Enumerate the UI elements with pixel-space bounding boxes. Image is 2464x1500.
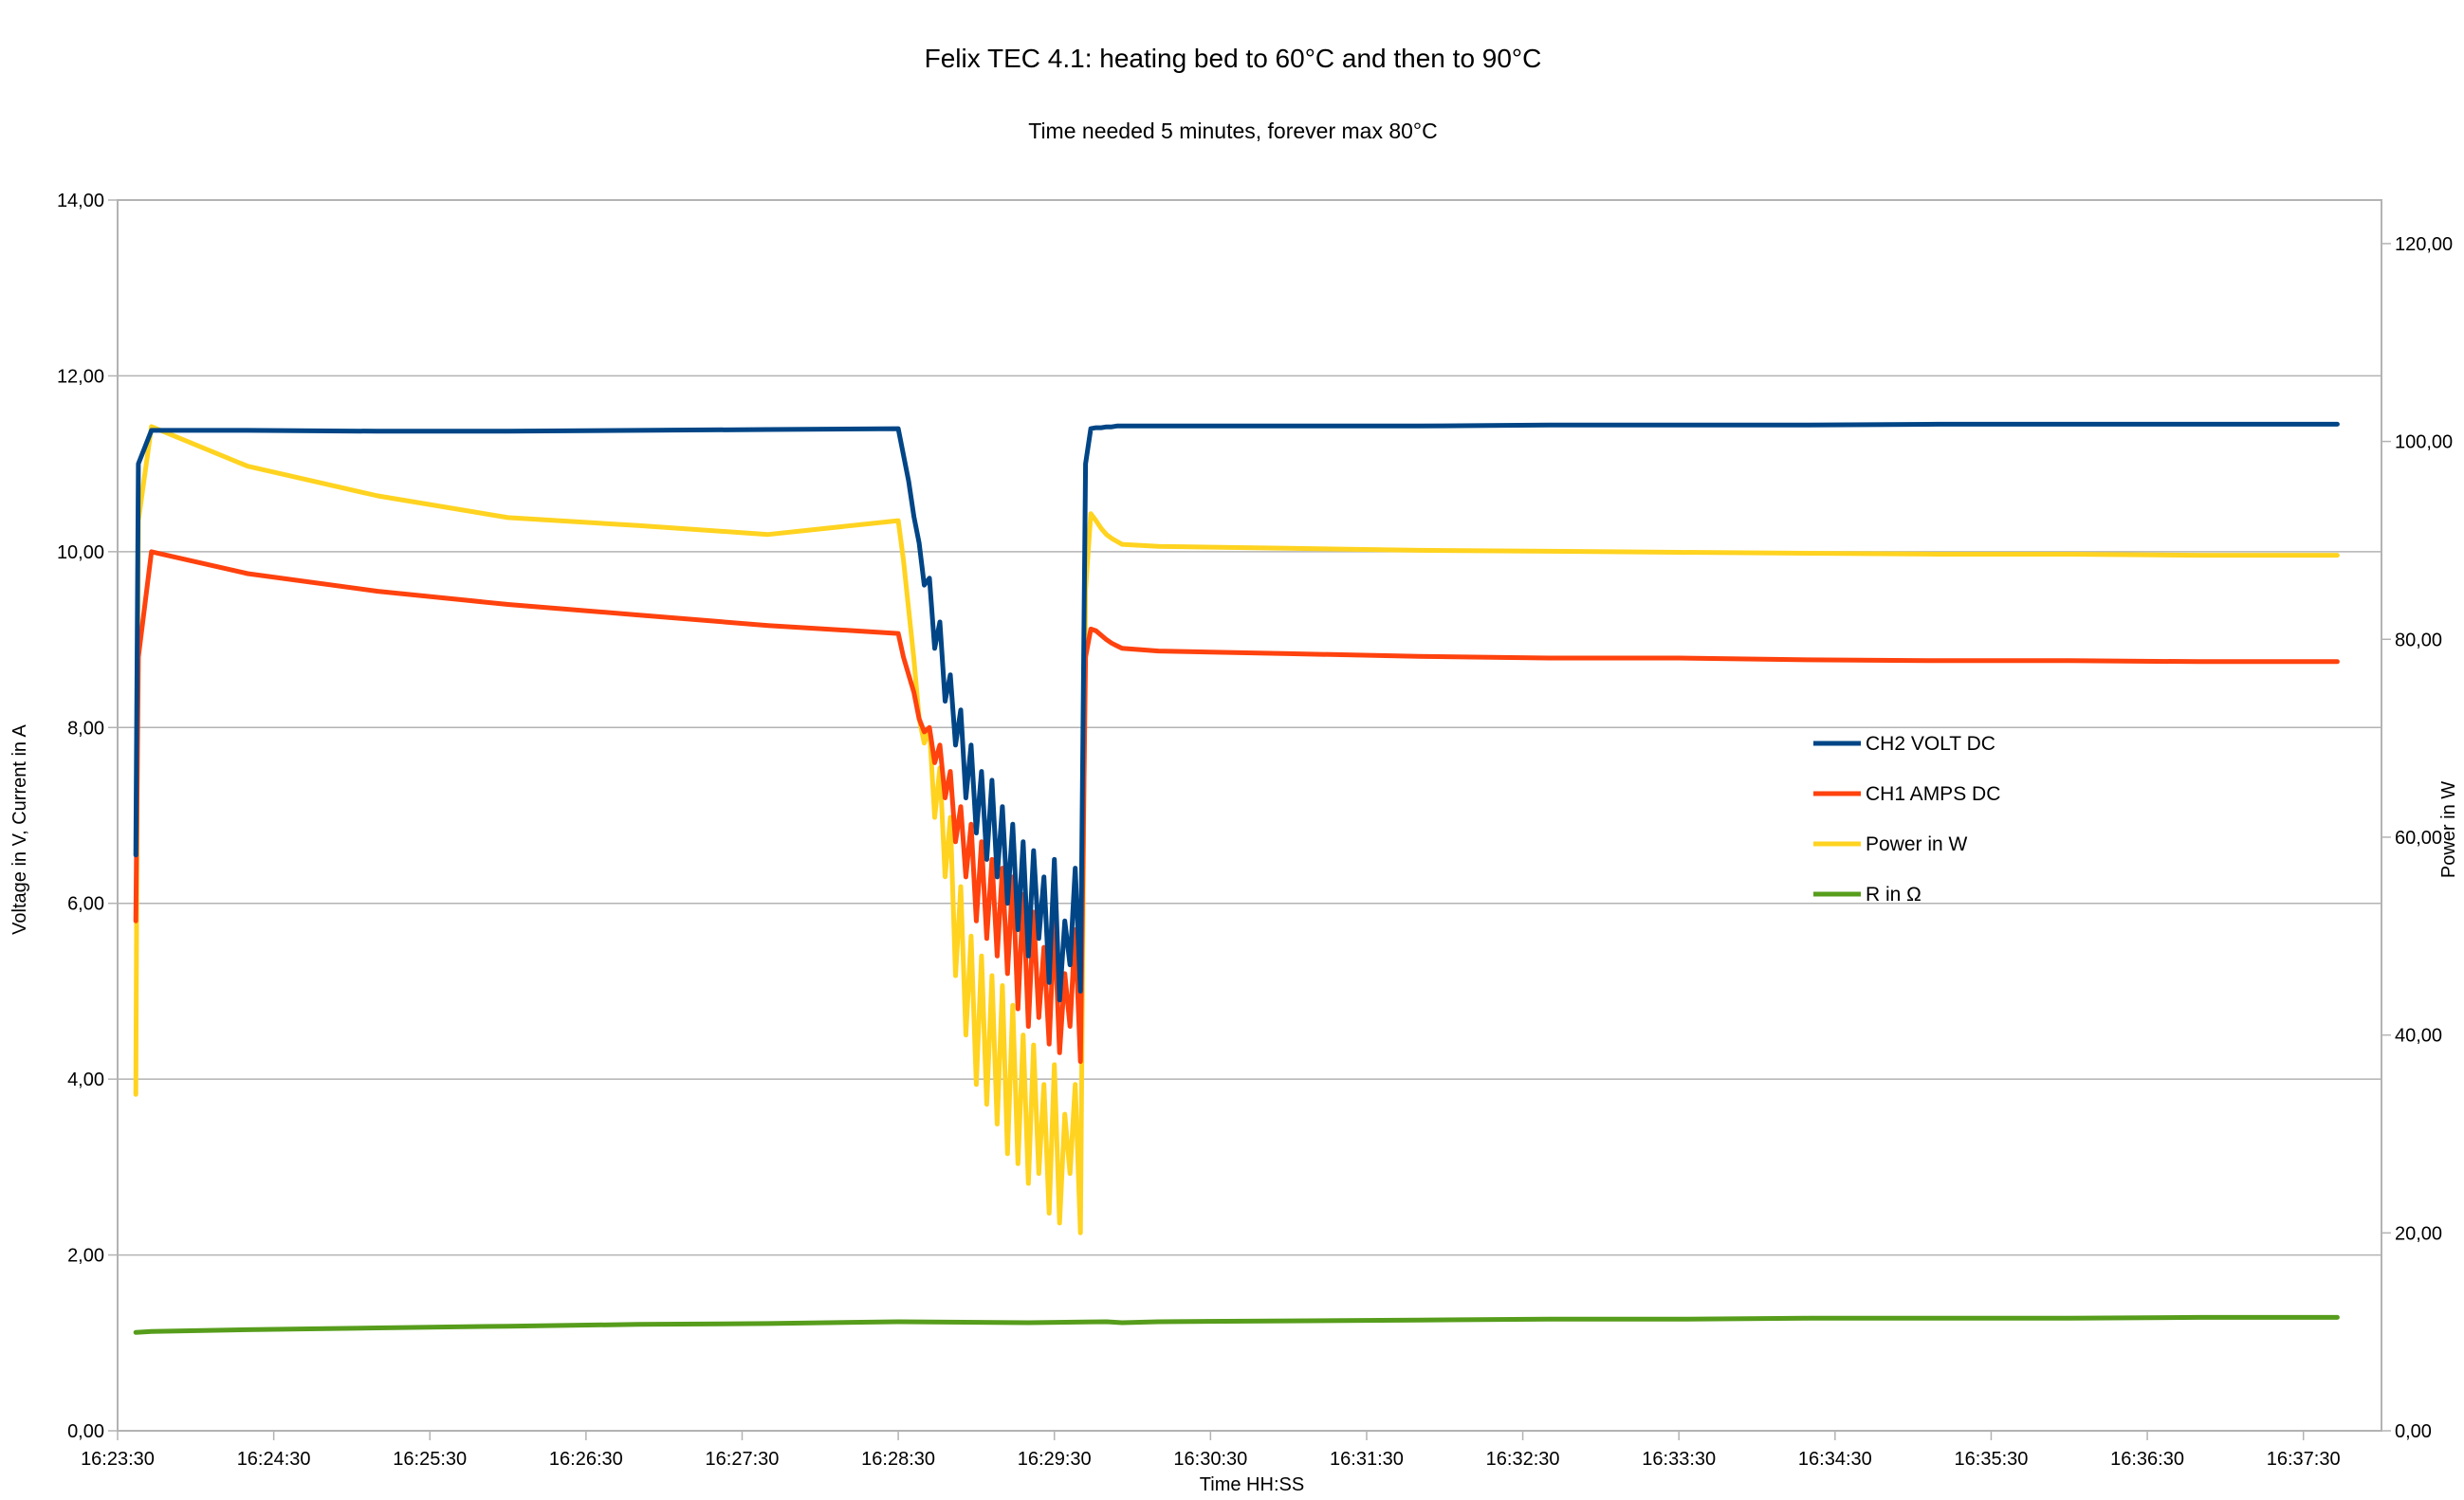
y-right-tick-label: 80,00 <box>2395 630 2442 650</box>
x-tick-label: 16:25:30 <box>393 1449 467 1470</box>
x-tick-label: 16:31:30 <box>1330 1449 1404 1470</box>
legend-label: CH2 VOLT DC <box>1866 733 1995 755</box>
series-line-3 <box>133 1314 2340 1335</box>
series-line-0 <box>133 421 2340 1003</box>
legend-label: CH1 AMPS DC <box>1866 783 2000 805</box>
plot-area <box>117 199 2382 1432</box>
x-tick-label: 16:30:30 <box>1173 1449 1247 1470</box>
y-left-tick-label: 8,00 <box>67 718 104 739</box>
chart-title: Felix TEC 4.1: heating bed to 60°C and t… <box>925 44 1542 73</box>
y-axis-right-title: Power in W <box>2438 781 2459 878</box>
axes: 0,00 2,00 4,00 6,00 8,00 10,00 12,00 14,00 0,00 2… <box>57 191 2453 1470</box>
legend-label: Power in W <box>1866 833 1968 855</box>
y-left-tick-label: 0,00 <box>67 1421 104 1442</box>
chart-subtitle: Time needed 5 minutes, forever max 80°C <box>1028 119 1438 143</box>
y-right-tick-label: 60,00 <box>2395 828 2442 849</box>
x-tick-label: 16:24:30 <box>237 1449 311 1470</box>
series-group <box>133 421 2340 1335</box>
x-tick-label: 16:23:30 <box>81 1449 155 1470</box>
x-tick-label: 16:33:30 <box>1642 1449 1716 1470</box>
y-left-tick-label: 2,00 <box>67 1246 104 1267</box>
legend: CH2 VOLT DC CH1 AMPS DC Power in W R in Ω <box>1813 733 2000 905</box>
series-line-2 <box>133 424 2340 1235</box>
gridlines <box>118 199 2381 1256</box>
y-right-tick-label: 40,00 <box>2395 1026 2442 1047</box>
x-tick-label: 16:29:30 <box>1018 1449 1092 1470</box>
y-right-tick-label: 100,00 <box>2395 432 2453 453</box>
y-left-tick-label: 4,00 <box>67 1070 104 1090</box>
y-right-tick-label: 0,00 <box>2395 1421 2432 1442</box>
x-tick-label: 16:34:30 <box>1798 1449 1872 1470</box>
y-left-tick-label: 10,00 <box>57 542 104 563</box>
y-left-tick-label: 12,00 <box>57 366 104 387</box>
legend-label: R in Ω <box>1866 884 1922 905</box>
x-tick-label: 16:28:30 <box>861 1449 935 1470</box>
y-right-tick-label: 120,00 <box>2395 234 2453 255</box>
x-axis-title: Time HH:SS <box>1200 1474 1304 1495</box>
y-right-tick-label: 20,00 <box>2395 1223 2442 1244</box>
x-tick-label: 16:26:30 <box>549 1449 623 1470</box>
y-left-tick-label: 6,00 <box>67 894 104 915</box>
x-tick-label: 16:36:30 <box>2110 1449 2184 1470</box>
y-axis-left-title: Voltage in V, Current in A <box>9 724 30 935</box>
x-tick-label: 16:32:30 <box>1486 1449 1560 1470</box>
x-tick-label: 16:27:30 <box>706 1449 780 1470</box>
series-line-1 <box>133 549 2340 1065</box>
x-tick-label: 16:37:30 <box>2267 1449 2341 1470</box>
x-tick-label: 16:35:30 <box>1955 1449 2029 1470</box>
y-left-tick-label: 14,00 <box>57 191 104 211</box>
